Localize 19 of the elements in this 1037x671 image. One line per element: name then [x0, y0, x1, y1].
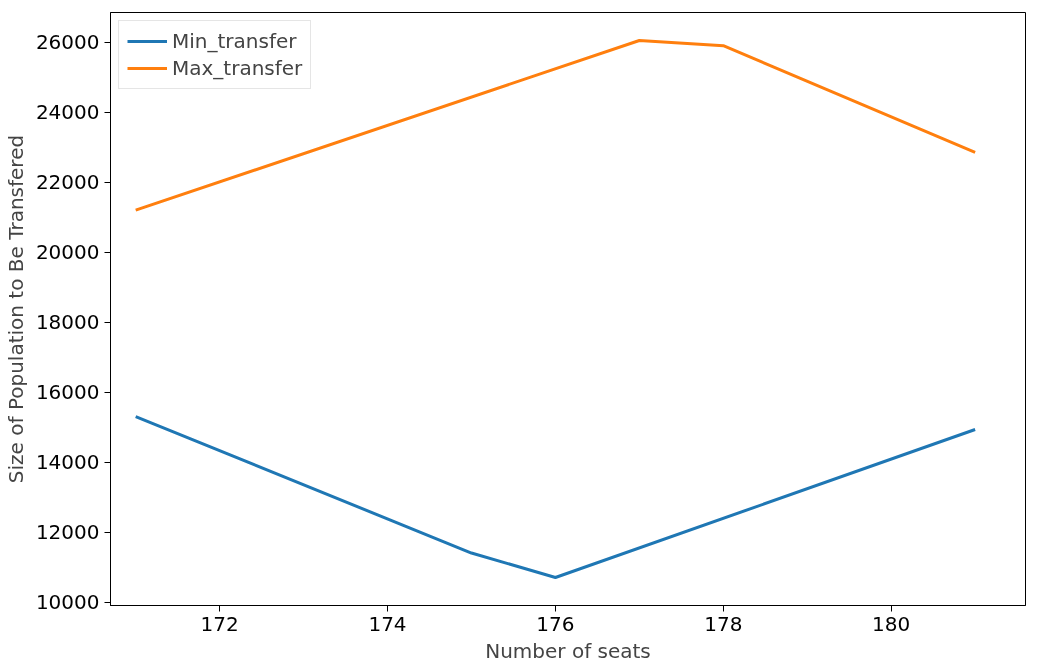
x-tick-label: 180 — [872, 611, 911, 636]
y-axis-title: Size of Population to Be Transfered — [3, 134, 28, 484]
legend-label: Min_transfer — [172, 29, 297, 53]
x-tick-label: 172 — [200, 611, 239, 636]
x-tick-label: 174 — [368, 611, 407, 636]
y-tick-label: 26000 — [35, 30, 100, 55]
y-tick-label: 14000 — [35, 450, 100, 475]
x-tick-label: 178 — [704, 611, 743, 636]
legend-label: Max_transfer — [172, 56, 303, 80]
y-tick-label: 18000 — [35, 310, 100, 335]
line-series — [134, 415, 977, 580]
y-tick-label: 16000 — [35, 380, 100, 405]
y-tick-label: 22000 — [35, 170, 100, 195]
y-tick-label: 10000 — [35, 590, 100, 614]
y-tick-label: 24000 — [35, 100, 100, 125]
x-axis-title: Number of seats — [485, 638, 651, 663]
x-tick-label: 176 — [536, 611, 575, 636]
y-tick-label: 20000 — [35, 240, 100, 265]
y-tick-label: 12000 — [35, 520, 100, 545]
